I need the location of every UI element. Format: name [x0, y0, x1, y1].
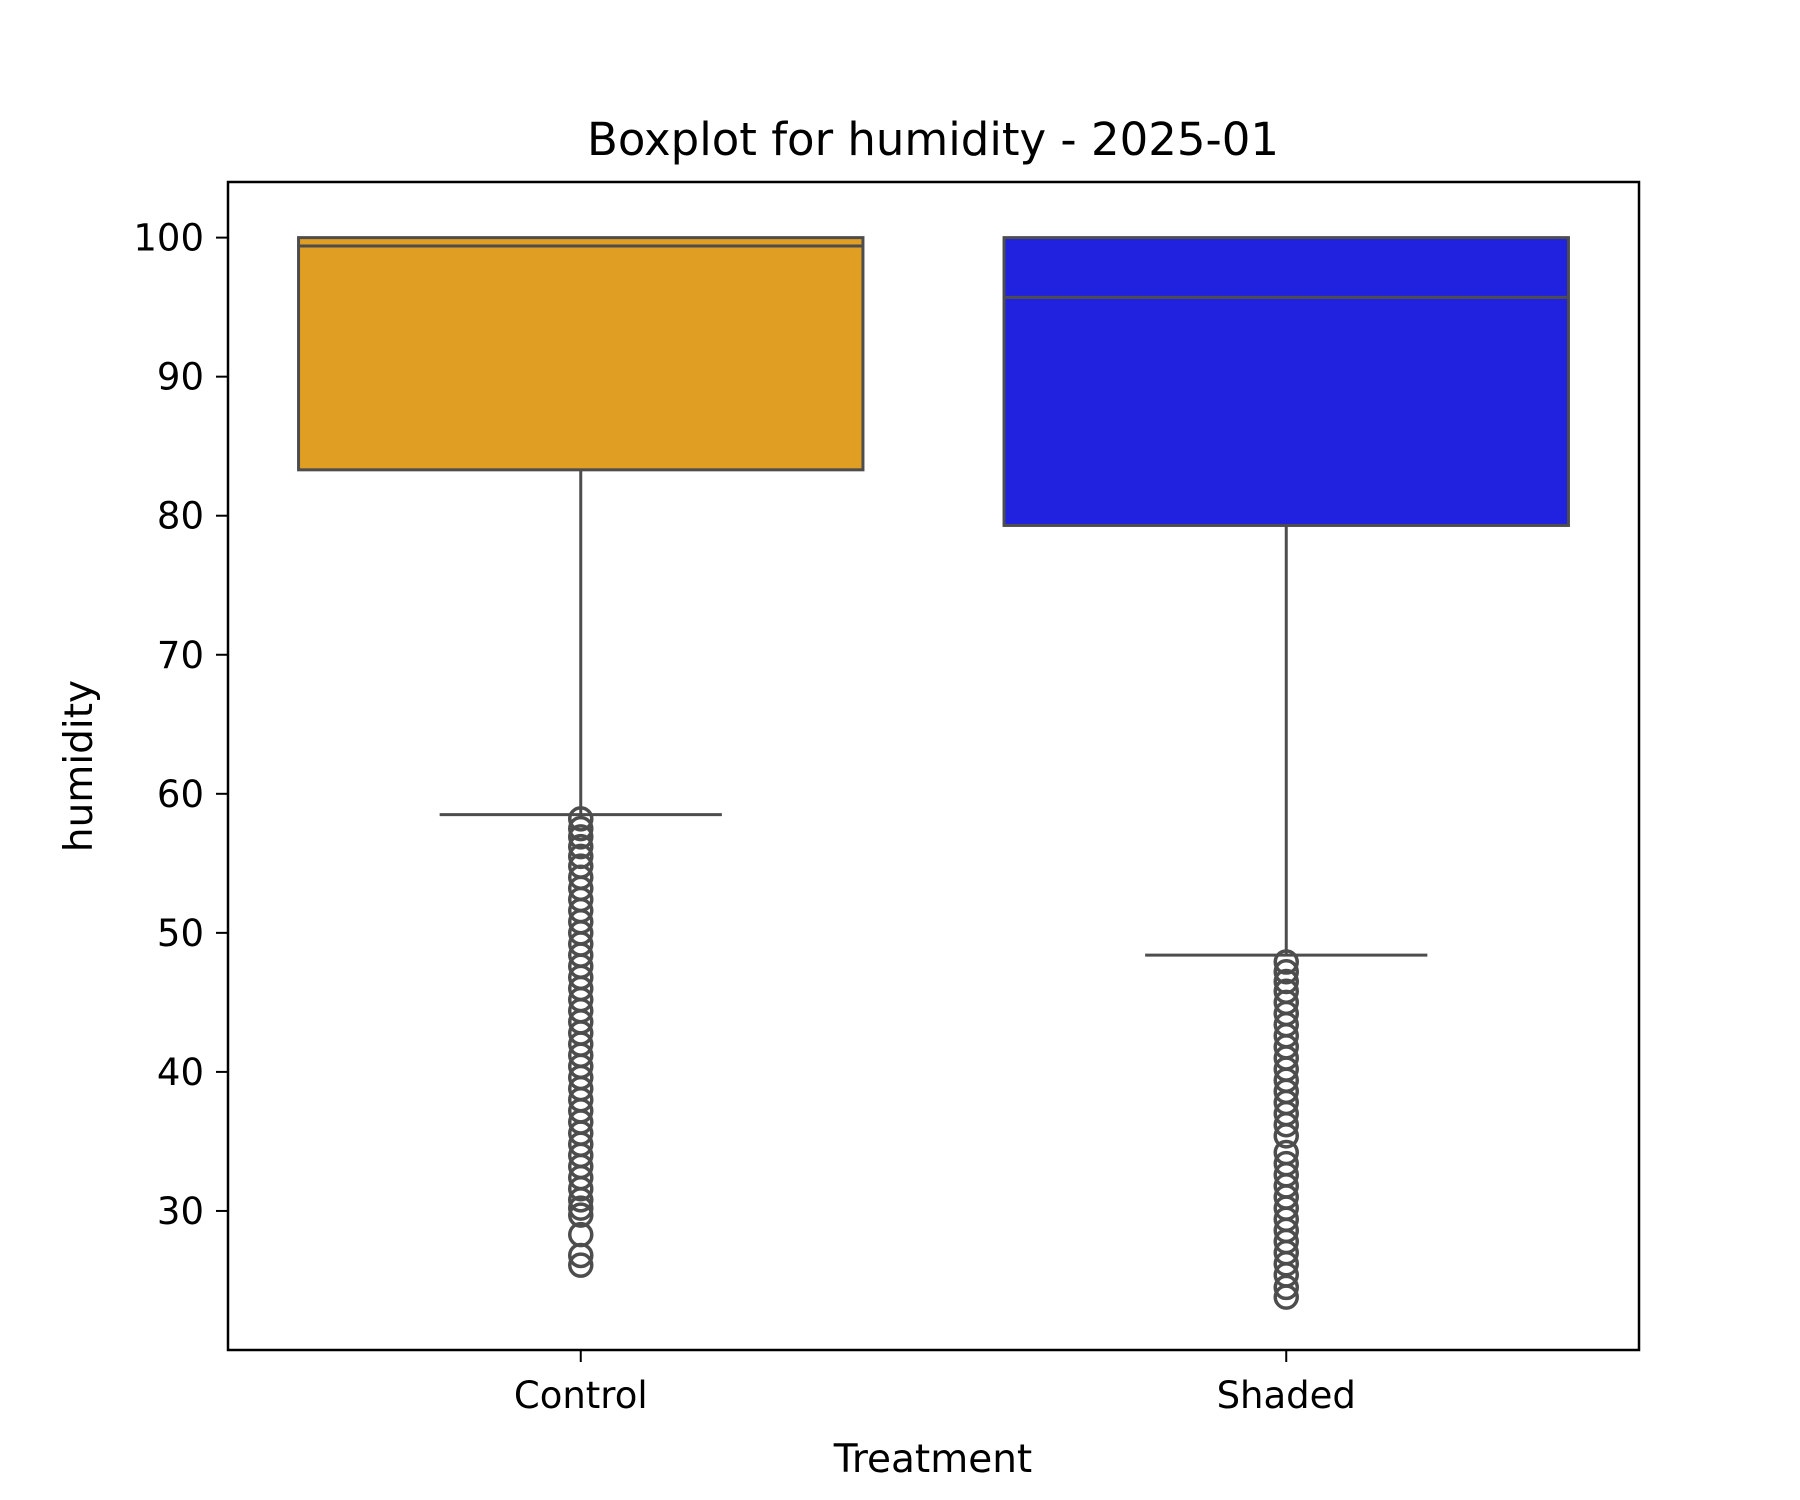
axes-frame [226, 180, 1641, 1352]
y-tick-label: 40 [157, 1051, 204, 1094]
outlier-point [1273, 1274, 1299, 1301]
box-group-control [297, 236, 865, 1278]
outlier-point [568, 806, 594, 832]
y-axis: 30 40 50 60 70 80 90 100 [133, 217, 228, 1233]
y-tick-label: 30 [157, 1190, 204, 1233]
y-tick-label: 100 [133, 217, 204, 260]
y-axis-label: humidity [57, 680, 102, 852]
outlier-point [1273, 1123, 1299, 1149]
y-tick-label: 50 [157, 912, 204, 955]
outlier-point [568, 1202, 594, 1228]
outlier-point [1273, 959, 1299, 985]
y-tick-label: 60 [157, 773, 204, 816]
iqr-box [1002, 236, 1570, 527]
outlier-point [568, 833, 594, 860]
outlier-point [1273, 1111, 1299, 1138]
x-tick-label: Control [514, 1374, 648, 1417]
chart-title: Boxplot for humidity - 2025-01 [587, 113, 1279, 166]
outlier-point [568, 824, 594, 850]
iqr-box [297, 236, 865, 472]
y-tick-label: 80 [157, 495, 204, 538]
outlier-point [568, 1195, 594, 1221]
outlier-point [568, 1187, 594, 1213]
outlier-point [568, 1175, 594, 1202]
outlier-point [568, 1252, 594, 1278]
x-tick-label: Shaded [1217, 1374, 1356, 1417]
outlier-point [568, 815, 594, 842]
y-tick-label: 90 [157, 356, 204, 399]
x-axis-label: Treatment [833, 1437, 1032, 1482]
y-tick-label: 70 [157, 634, 204, 677]
outlier-point [1273, 949, 1299, 975]
x-axis: Control Shaded [514, 1350, 1356, 1417]
plot-area [297, 236, 1570, 1310]
box-group-shaded [1002, 236, 1570, 1310]
outlier-point [568, 1242, 594, 1269]
outlier-point [1273, 1284, 1299, 1310]
